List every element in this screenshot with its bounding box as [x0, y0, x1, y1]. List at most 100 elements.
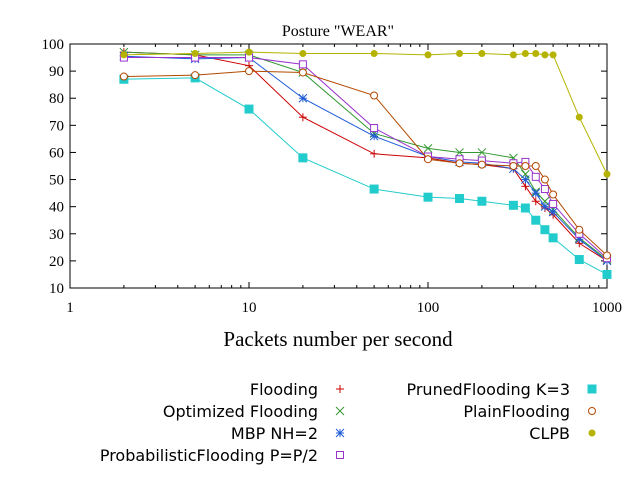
data-point — [549, 199, 558, 208]
data-point — [508, 200, 518, 210]
data-point — [119, 72, 128, 81]
legend-item: PrunedFlooding K=3 — [406, 380, 597, 399]
legend-item: Optimized Flooding — [163, 402, 345, 421]
data-point — [541, 51, 549, 59]
data-point — [370, 149, 379, 158]
legend-marker — [587, 384, 597, 394]
data-point — [521, 49, 529, 57]
legend-marker — [336, 385, 344, 393]
legend-marker — [588, 429, 596, 437]
data-point — [245, 67, 253, 76]
data-point — [575, 113, 583, 121]
data-point — [477, 160, 486, 169]
legend-item: CLPB — [529, 424, 596, 443]
x-tick-label: 1 — [66, 300, 74, 316]
data-point — [548, 233, 558, 243]
data-point — [191, 71, 200, 80]
legend-marker — [335, 406, 345, 416]
legend-item: MBP NH=2 — [231, 424, 345, 443]
y-tick-label: 10 — [49, 281, 64, 297]
y-tick-label: 100 — [42, 37, 65, 53]
data-point — [540, 225, 550, 235]
data-point — [424, 155, 432, 164]
data-point — [531, 162, 540, 170]
legend-label: PlainFlooding — [463, 402, 570, 421]
data-point — [298, 153, 308, 163]
data-point — [244, 104, 254, 114]
series-line — [123, 55, 608, 262]
plot-area — [69, 43, 608, 289]
series-line — [123, 51, 608, 262]
data-point — [455, 148, 464, 157]
y-tick-label: 20 — [49, 254, 64, 270]
data-point — [120, 51, 128, 59]
series-6 — [120, 48, 611, 178]
data-point — [575, 225, 584, 234]
legend-label: MBP NH=2 — [231, 424, 318, 443]
legend-label: Flooding — [250, 380, 318, 399]
y-tick-label: 80 — [49, 91, 64, 107]
data-point — [370, 91, 379, 100]
data-point — [549, 51, 557, 59]
series-line — [123, 51, 608, 175]
data-point — [540, 202, 550, 212]
legend-marker — [588, 407, 596, 415]
data-point — [531, 215, 541, 225]
legend-item: Flooding — [250, 380, 344, 399]
data-point — [477, 196, 487, 206]
data-point — [455, 194, 465, 204]
y-tick-label: 50 — [49, 173, 64, 189]
x-tick-label: 10 — [242, 300, 257, 316]
x-axis-label: Packets number per second — [223, 327, 453, 351]
data-point — [478, 49, 486, 57]
data-point — [369, 131, 379, 141]
legend-label: Optimized Flooding — [163, 402, 318, 421]
y-tick-label: 30 — [49, 227, 64, 243]
legend-label: CLPB — [529, 424, 570, 443]
legend-label: ProbabilisticFlooding P=P/2 — [100, 446, 318, 465]
data-point — [369, 184, 379, 194]
data-point — [603, 170, 611, 178]
data-point — [540, 175, 549, 184]
data-point — [521, 162, 530, 170]
legend-item: PlainFlooding — [463, 402, 596, 421]
data-point — [602, 269, 612, 279]
data-point — [549, 190, 558, 199]
series-3 — [119, 53, 611, 263]
data-point — [603, 251, 611, 260]
data-point — [532, 49, 540, 57]
data-point — [477, 148, 487, 157]
series-line — [123, 57, 608, 259]
data-point — [370, 49, 378, 57]
data-point — [423, 144, 433, 153]
data-point — [455, 159, 464, 168]
series-5 — [119, 67, 611, 260]
chart-title: Posture "WEAR" — [282, 23, 394, 40]
series-2 — [119, 51, 612, 266]
plot-frame — [69, 43, 608, 289]
data-point — [509, 51, 517, 59]
data-point — [540, 185, 549, 194]
series-line — [123, 51, 608, 260]
data-point — [531, 172, 540, 181]
data-point — [423, 192, 433, 202]
series-layer — [119, 47, 612, 279]
data-point — [548, 207, 558, 217]
x-axis: 1 10 100 1000 — [66, 44, 622, 316]
data-point — [424, 51, 432, 59]
data-point — [531, 197, 540, 206]
y-tick-label: 90 — [49, 64, 64, 80]
legend-marker — [336, 451, 344, 459]
y-tick-label: 60 — [49, 145, 64, 161]
y-axis: 10 20 30 40 50 60 70 80 90 100 — [42, 37, 607, 297]
data-point — [245, 48, 253, 56]
data-point — [574, 255, 584, 265]
data-point — [370, 124, 379, 133]
legend: Flooding Optimized Flooding MBP NH=2 Probab… — [100, 380, 597, 465]
data-point — [298, 60, 307, 69]
x-tick-label: 1000 — [592, 300, 622, 316]
legend-label: PrunedFlooding K=3 — [406, 380, 570, 399]
data-point — [509, 162, 518, 170]
data-point — [298, 93, 308, 103]
